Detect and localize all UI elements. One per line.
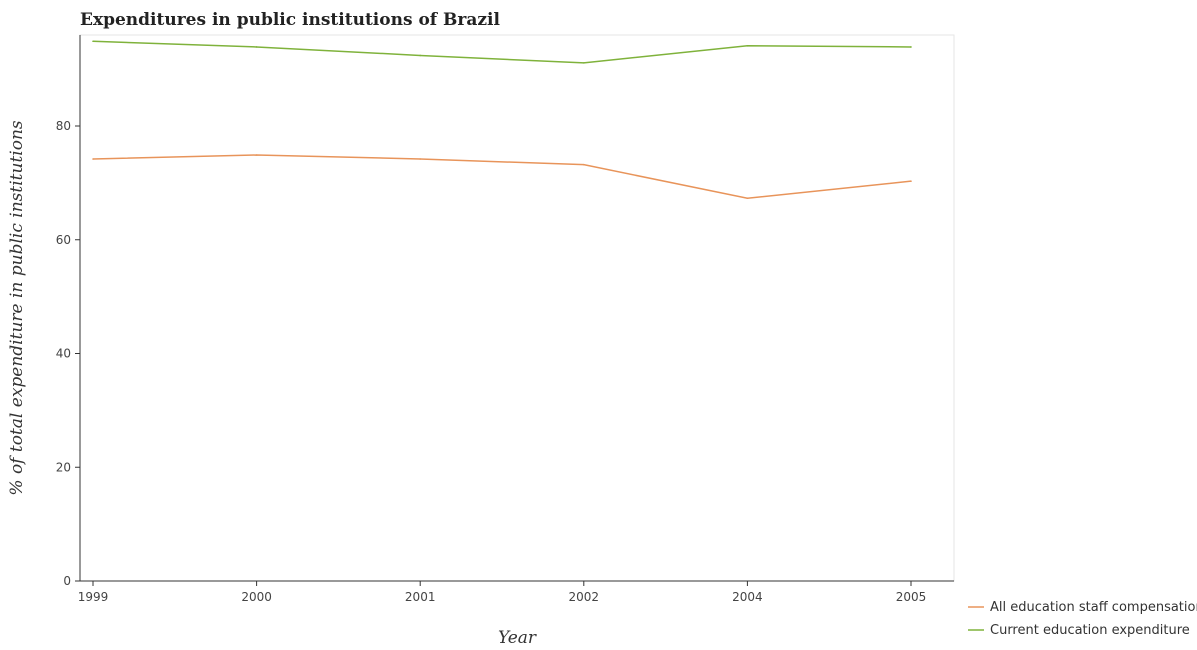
legend: All education staff compensation Current… [968, 600, 1197, 638]
data-point [910, 46, 912, 48]
y-tick-label: 20 [56, 460, 71, 474]
data-point [92, 40, 94, 43]
y-axis-title: % of total expenditure in public institu… [7, 120, 27, 496]
series-line-staff-compensation [92, 154, 912, 199]
data-point [255, 46, 258, 48]
data-point [746, 197, 749, 200]
data-point [419, 54, 422, 57]
data-point [746, 45, 749, 47]
data-point [255, 154, 258, 156]
legend-label-staff: All education staff compensation [990, 600, 1197, 615]
x-tick-label: 2004 [732, 590, 763, 604]
series-lines [92, 40, 912, 200]
y-ticks: 0 20 40 60 80 [56, 119, 80, 588]
data-point [910, 180, 912, 182]
legend-label-current: Current education expenditure [990, 623, 1190, 638]
data-point [583, 62, 585, 64]
x-tick-label: 2001 [405, 590, 436, 604]
data-point [583, 163, 585, 166]
x-tick-label: 2002 [569, 590, 600, 604]
series-line-current-expenditure [92, 40, 912, 64]
y-tick-label: 40 [56, 347, 71, 361]
data-point [419, 158, 422, 160]
x-ticks: 1999 2000 2001 2002 2004 2005 [78, 581, 927, 604]
x-tick-label: 1999 [78, 590, 109, 604]
plot-area [79, 34, 955, 582]
y-tick-label: 0 [63, 574, 71, 588]
y-tick-label: 60 [56, 233, 71, 247]
y-tick-label: 80 [56, 119, 71, 133]
data-point [92, 158, 94, 160]
x-axis-title: Year [498, 628, 537, 648]
x-tick-label: 2005 [896, 590, 927, 604]
chart-title: Expenditures in public institutions of B… [80, 10, 500, 30]
x-tick-label: 2000 [241, 590, 272, 604]
